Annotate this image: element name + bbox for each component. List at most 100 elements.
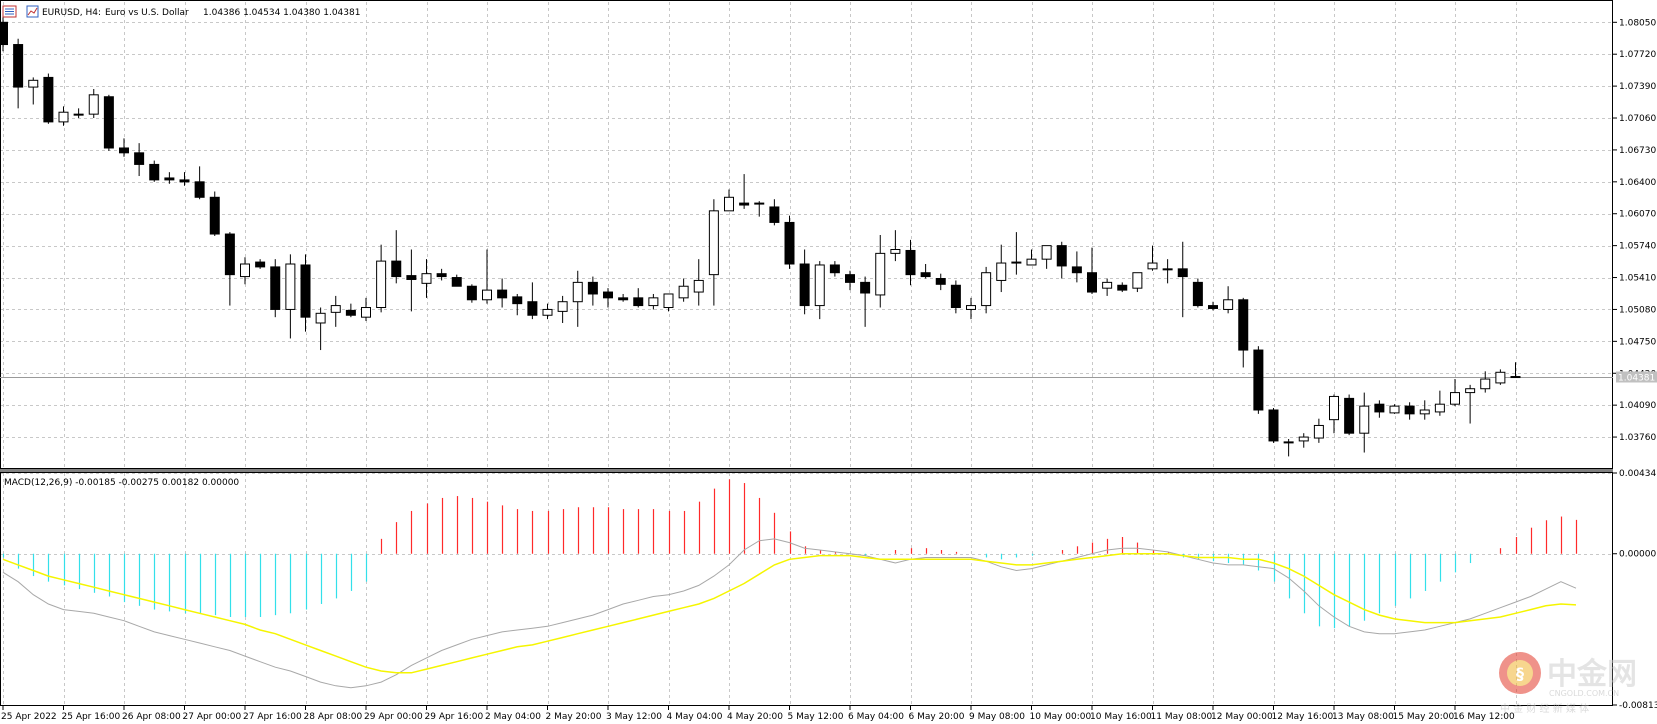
candle [890,230,901,262]
candle-body [451,277,462,287]
ohlc-values: 1.04386 1.04534 1.04380 1.04381 [203,8,360,18]
price-tick-label: 1.08050 [1619,18,1656,28]
candle-body [1510,376,1521,379]
candle [1434,390,1445,416]
candle-body [119,147,129,154]
candle [1253,346,1264,414]
candle [0,15,8,52]
candle [43,73,54,124]
candle [542,303,553,320]
macd-tick-label: 0.00000 [1619,550,1656,560]
chart-menu-icon[interactable] [2,5,17,18]
candle-body [693,279,704,293]
chart-type-icon[interactable] [26,5,39,18]
candle-body [587,281,598,295]
candle [708,199,719,306]
candle [1177,241,1188,318]
time-tick-label: 27 Apr 16:00 [243,712,302,722]
candle [1026,249,1037,266]
candle [1389,404,1400,414]
candle-body [1495,371,1506,384]
candle-body [209,196,220,235]
candle-body [1434,403,1445,413]
candle-body [708,210,719,276]
candle [860,276,871,327]
time-tick-label: 29 Apr 16:00 [425,712,484,722]
candle-body [482,289,492,301]
candle-body [1192,281,1203,307]
candle [557,295,568,323]
candle-body [784,221,795,265]
candle [784,215,795,269]
candle [1404,402,1415,420]
candle [1329,394,1339,434]
candle-body [1011,261,1022,264]
candle-body [58,111,69,123]
candle [1359,392,1370,453]
candle-body [497,289,508,299]
candle-body [829,264,840,274]
candle [285,254,296,339]
candle-body [739,202,750,206]
candle-body [950,284,961,309]
main-pane[interactable] [0,0,1613,469]
candle-body [814,264,825,307]
candle-body [1071,266,1082,274]
candle-body [1465,388,1476,394]
candle [603,288,613,308]
time-tick-label: 6 May 04:00 [848,712,904,722]
candle [1238,297,1249,368]
candle [587,276,598,306]
time-axis[interactable]: 25 Apr 2022 25 Apr 16:00 26 Apr 08:00 27 Ap… [1,706,1515,722]
time-tick-label: 9 May 08:00 [969,712,1025,722]
candle-body [572,281,583,303]
candle [935,273,946,291]
candle-body [1404,405,1415,415]
signal-line [2,552,1577,674]
candle [164,172,175,184]
candle-body [981,272,992,307]
current-price-label: 1.04381 [1618,374,1655,384]
candle [1344,394,1355,436]
candle-body [799,263,810,307]
candle-body [179,179,190,183]
time-tick-label: 6 May 20:00 [909,712,965,722]
candle-body [557,301,568,312]
candle [134,143,145,177]
macd-pane[interactable] [0,472,1613,706]
candle [1208,301,1218,311]
candle-body [724,196,734,212]
candle [88,89,99,119]
candle [1102,278,1113,296]
candle [1192,278,1203,308]
candle-body [73,113,84,116]
time-tick-label: 4 May 04:00 [667,712,723,722]
candle [224,232,235,306]
candle-body [527,301,538,316]
candle [724,189,734,212]
time-tick-label: 26 Apr 08:00 [122,712,181,722]
time-tick-label: 27 Apr 00:00 [183,712,242,722]
macd-axis[interactable]: 0.00434 0.00000 -0.00813 [1613,469,1657,711]
candle-body [255,261,266,268]
price-tick-label: 1.05740 [1619,242,1656,252]
price-tick-label: 1.06400 [1619,178,1656,188]
candle-body [164,177,175,181]
candle [1147,245,1158,271]
time-tick-label: 10 May 16:00 [1090,712,1152,722]
candle [451,274,462,287]
chart-header: EURUSD, H4: Euro vs U.S. Dollar 1.04386 … [2,5,360,18]
candle-body [194,181,205,198]
candle-body [648,297,659,307]
price-tick-label: 1.07060 [1619,114,1656,124]
candle [391,230,402,284]
candle [421,259,432,298]
time-tick-label: 5 May 12:00 [788,712,844,722]
candle-body [43,76,54,123]
candle-body [920,272,931,278]
candle [905,239,916,286]
candle-body [1162,268,1173,271]
candle-body [890,249,901,254]
time-tick-label: 12 May 16:00 [1272,712,1334,722]
